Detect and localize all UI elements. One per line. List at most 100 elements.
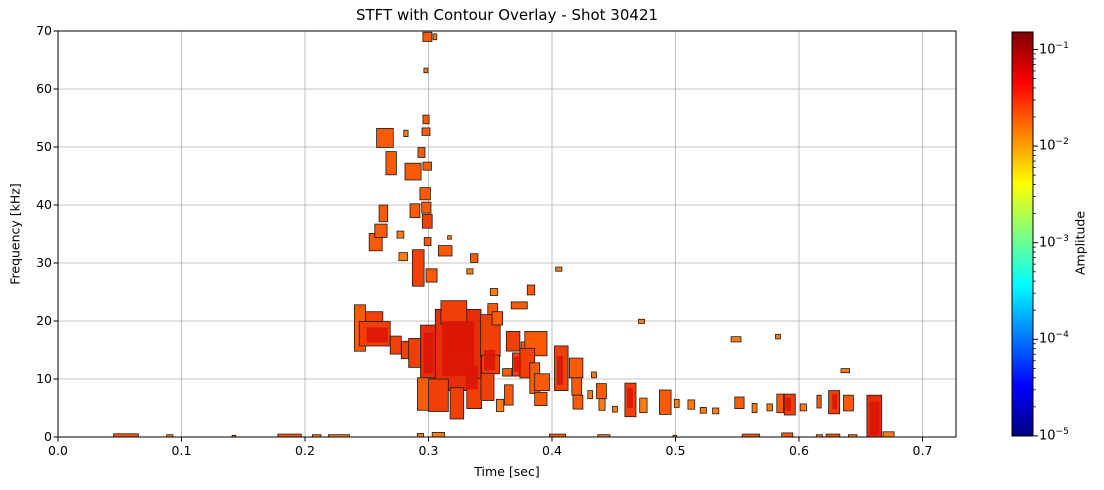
contour-patch: [421, 127, 431, 136]
y-axis-label: Frequency [kHz]: [7, 183, 23, 285]
contour-patch: [425, 268, 438, 283]
contour-patch: [776, 393, 784, 414]
contour-patch: [422, 114, 430, 125]
contour-core: [832, 394, 838, 410]
contour-patch: [571, 377, 583, 396]
contour-patch: [526, 284, 536, 296]
contour-patch: [447, 235, 452, 240]
x-tick-label: 0.3: [418, 443, 439, 458]
contour-patch: [428, 378, 449, 412]
y-tick-label: 40: [36, 197, 52, 212]
contour-patch: [398, 252, 408, 262]
y-tick-label: 70: [36, 23, 52, 38]
contour-patch: [572, 394, 584, 410]
contour-patch: [423, 67, 429, 74]
contour-patch: [431, 431, 445, 438]
y-tick-label: 60: [36, 81, 52, 96]
contour-patch: [491, 311, 504, 326]
colorbar-tick-label: 10−1: [1039, 40, 1069, 57]
contour-patch: [432, 33, 438, 41]
contour-patch: [591, 371, 597, 379]
contour-core: [450, 326, 470, 353]
contour-core: [465, 366, 478, 390]
contour-patch: [639, 397, 648, 414]
contour-patch: [417, 147, 426, 158]
contour-patch: [751, 402, 758, 414]
x-tick-label: 0.5: [665, 443, 686, 458]
contour-patch: [389, 335, 402, 355]
contour-patch: [416, 433, 424, 438]
contour-patch: [781, 432, 794, 438]
y-tick-label: 30: [36, 255, 52, 270]
contour-patch: [534, 373, 550, 391]
contour-patch: [555, 266, 563, 272]
contour-patch: [612, 405, 618, 413]
contour-patch: [408, 337, 422, 368]
contour-patch: [687, 399, 696, 410]
contour-patch: [712, 407, 720, 415]
contour-core: [366, 327, 388, 343]
contour-patch: [466, 268, 474, 275]
contour-patch: [843, 394, 854, 412]
contour-patch: [374, 223, 388, 238]
contour-patch: [510, 301, 528, 310]
x-axis-label: Time [sec]: [474, 464, 540, 479]
contour-patch: [376, 127, 394, 148]
contour-core: [869, 401, 880, 436]
contour-patch: [403, 129, 409, 137]
x-tick-label: 0.1: [171, 443, 192, 458]
contour-patch: [396, 230, 405, 239]
contour-patch: [568, 357, 584, 379]
contour-patch: [816, 394, 822, 409]
x-tick-label: 0.4: [542, 443, 562, 458]
contour-patch: [480, 372, 495, 401]
contour-patch: [673, 398, 680, 408]
chart-title: STFT with Contour Overlay - Shot 30421: [355, 6, 659, 24]
contour-patch: [775, 333, 781, 340]
contour-core: [556, 355, 564, 385]
x-tick-label: 0.6: [789, 443, 809, 458]
contour-patch: [378, 204, 389, 223]
contour-patch: [659, 389, 672, 415]
y-tick-label: 50: [36, 139, 52, 154]
contour-core: [513, 357, 522, 372]
contour-patch: [421, 201, 432, 214]
colorbar-tick-label: 10−5: [1039, 426, 1069, 444]
contour-patch: [505, 330, 521, 352]
x-tick-label: 0.0: [48, 443, 68, 458]
contour-patch: [409, 203, 421, 219]
contour-core: [785, 397, 791, 411]
contour-patch: [534, 391, 548, 406]
contour-patch: [449, 387, 465, 420]
contour-patch: [421, 213, 433, 229]
x-tick-label: 0.7: [912, 443, 933, 458]
contour-patch: [411, 249, 425, 287]
contour-patch: [470, 253, 479, 263]
contour-patch: [385, 151, 397, 176]
contour-patch: [598, 398, 606, 411]
contour-patch: [799, 403, 807, 412]
contour-patch: [840, 368, 851, 374]
contour-patch: [587, 390, 594, 400]
contour-patch: [699, 406, 707, 414]
contour-patch: [404, 162, 422, 181]
colorbar-tick-label: 10−4: [1039, 330, 1069, 347]
contour-patch: [423, 237, 432, 247]
colorbar-tick-label: 10−3: [1039, 233, 1069, 251]
contour-patch: [422, 161, 432, 171]
y-tick-label: 0: [44, 429, 52, 444]
contour-core: [423, 332, 434, 374]
colorbar-label: Amplitude: [1072, 210, 1088, 276]
contour-patch: [730, 336, 742, 343]
colorbar-tick-label: 10−2: [1039, 137, 1069, 154]
contour-patch: [638, 318, 646, 324]
contour-patch: [419, 187, 431, 201]
colorbar-gradient: [1011, 31, 1034, 437]
plot-border: [57, 30, 957, 438]
y-tick-label: 10: [36, 371, 52, 386]
contour-patch: [766, 403, 773, 412]
contour-patch: [437, 245, 453, 257]
contour-patch: [440, 300, 468, 325]
